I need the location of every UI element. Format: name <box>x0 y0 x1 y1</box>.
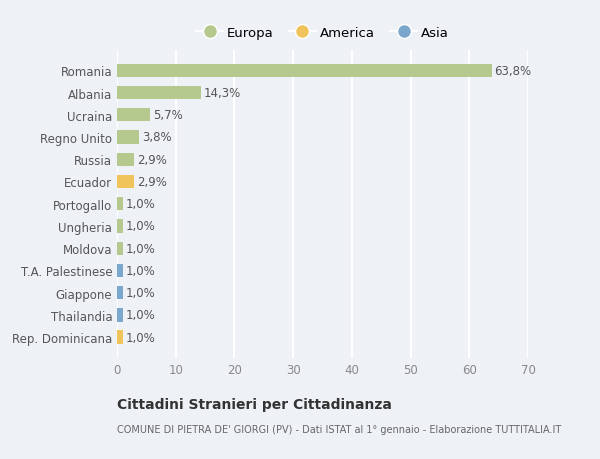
Text: 1,0%: 1,0% <box>126 331 155 344</box>
Text: 1,0%: 1,0% <box>126 198 155 211</box>
Text: 1,0%: 1,0% <box>126 220 155 233</box>
Bar <box>117 286 123 300</box>
Bar <box>117 153 134 167</box>
Bar <box>117 331 123 344</box>
Text: Cittadini Stranieri per Cittadinanza: Cittadini Stranieri per Cittadinanza <box>117 397 392 411</box>
Text: 1,0%: 1,0% <box>126 286 155 299</box>
Bar <box>117 109 151 122</box>
Text: 1,0%: 1,0% <box>126 242 155 255</box>
Text: 14,3%: 14,3% <box>204 87 241 100</box>
Text: 2,9%: 2,9% <box>137 176 167 189</box>
Legend: Europa, America, Asia: Europa, America, Asia <box>191 22 454 45</box>
Bar <box>117 220 123 233</box>
Bar <box>117 87 201 100</box>
Bar <box>117 264 123 278</box>
Text: 5,7%: 5,7% <box>154 109 183 122</box>
Text: 3,8%: 3,8% <box>142 131 172 144</box>
Text: 63,8%: 63,8% <box>494 65 532 78</box>
Text: 1,0%: 1,0% <box>126 309 155 322</box>
Bar <box>117 242 123 255</box>
Bar <box>117 131 139 144</box>
Text: COMUNE DI PIETRA DE' GIORGI (PV) - Dati ISTAT al 1° gennaio - Elaborazione TUTTI: COMUNE DI PIETRA DE' GIORGI (PV) - Dati … <box>117 425 561 435</box>
Bar <box>117 197 123 211</box>
Bar <box>117 64 491 78</box>
Text: 2,9%: 2,9% <box>137 153 167 166</box>
Text: 1,0%: 1,0% <box>126 264 155 277</box>
Bar <box>117 308 123 322</box>
Bar <box>117 175 134 189</box>
